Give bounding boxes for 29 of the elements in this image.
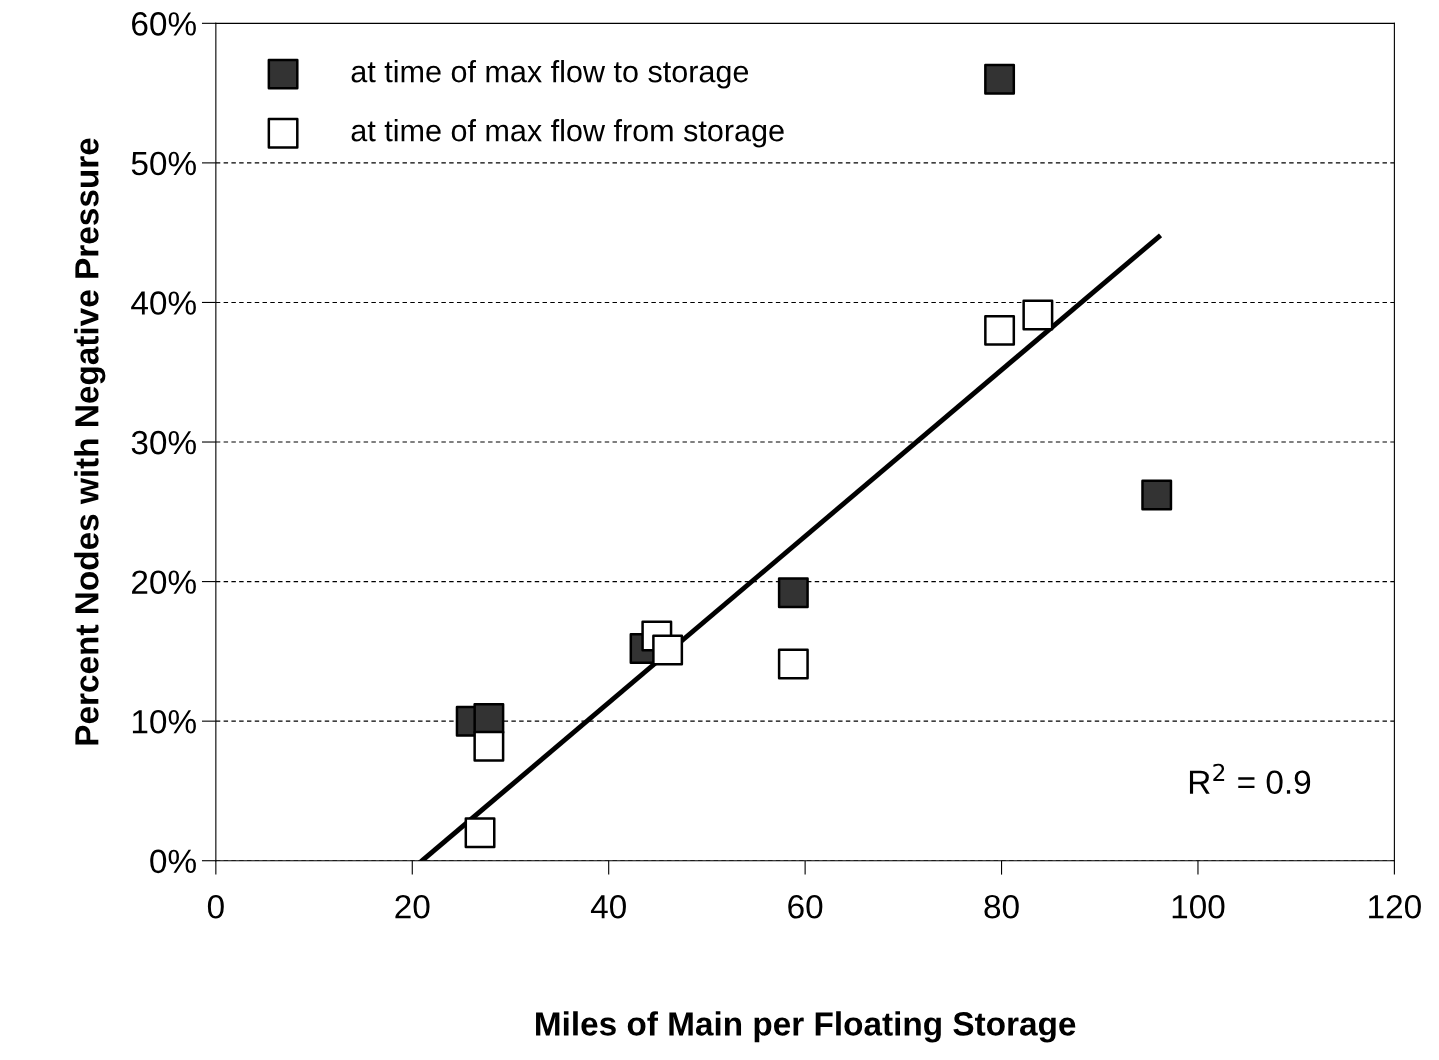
point — [1022, 299, 1054, 331]
y-tick-label: 60% — [132, 12, 196, 36]
y-tick-label: 0% — [150, 849, 196, 874]
point — [652, 634, 684, 666]
x-tick-label: 60 — [788, 894, 823, 919]
point — [473, 730, 505, 762]
y-tick-label: 30% — [131, 430, 196, 455]
y-axis-title: Percent Nodes with Negative Pressure — [74, 138, 106, 745]
point — [984, 63, 1016, 95]
x-tick-label: 0 — [207, 894, 224, 919]
legend-label: at time of max flow from storage — [351, 119, 784, 148]
y-tick-label: 50% — [131, 151, 196, 176]
x-axis-title: Miles of Main per Floating Storage — [536, 1011, 1076, 1043]
x-tick-label: 40 — [590, 894, 626, 919]
point — [1141, 479, 1173, 511]
y-tick-label: 20% — [132, 570, 196, 594]
point — [777, 577, 809, 609]
x-tick-label: 80 — [984, 894, 1019, 919]
y-tick-label: 40% — [131, 291, 196, 315]
x-tick-label: 120 — [1369, 894, 1421, 919]
annotation: R$^{2}$ = 0.9 — [1189, 763, 1311, 795]
legend-label: at time of max flow to storage — [351, 59, 749, 89]
point — [777, 648, 809, 680]
y-tick-label: 10% — [132, 709, 196, 734]
x-tick-label: 100 — [1172, 894, 1225, 919]
point — [984, 314, 1016, 346]
point — [464, 817, 496, 849]
x-tick-label: 20 — [395, 894, 430, 919]
point — [473, 702, 505, 734]
